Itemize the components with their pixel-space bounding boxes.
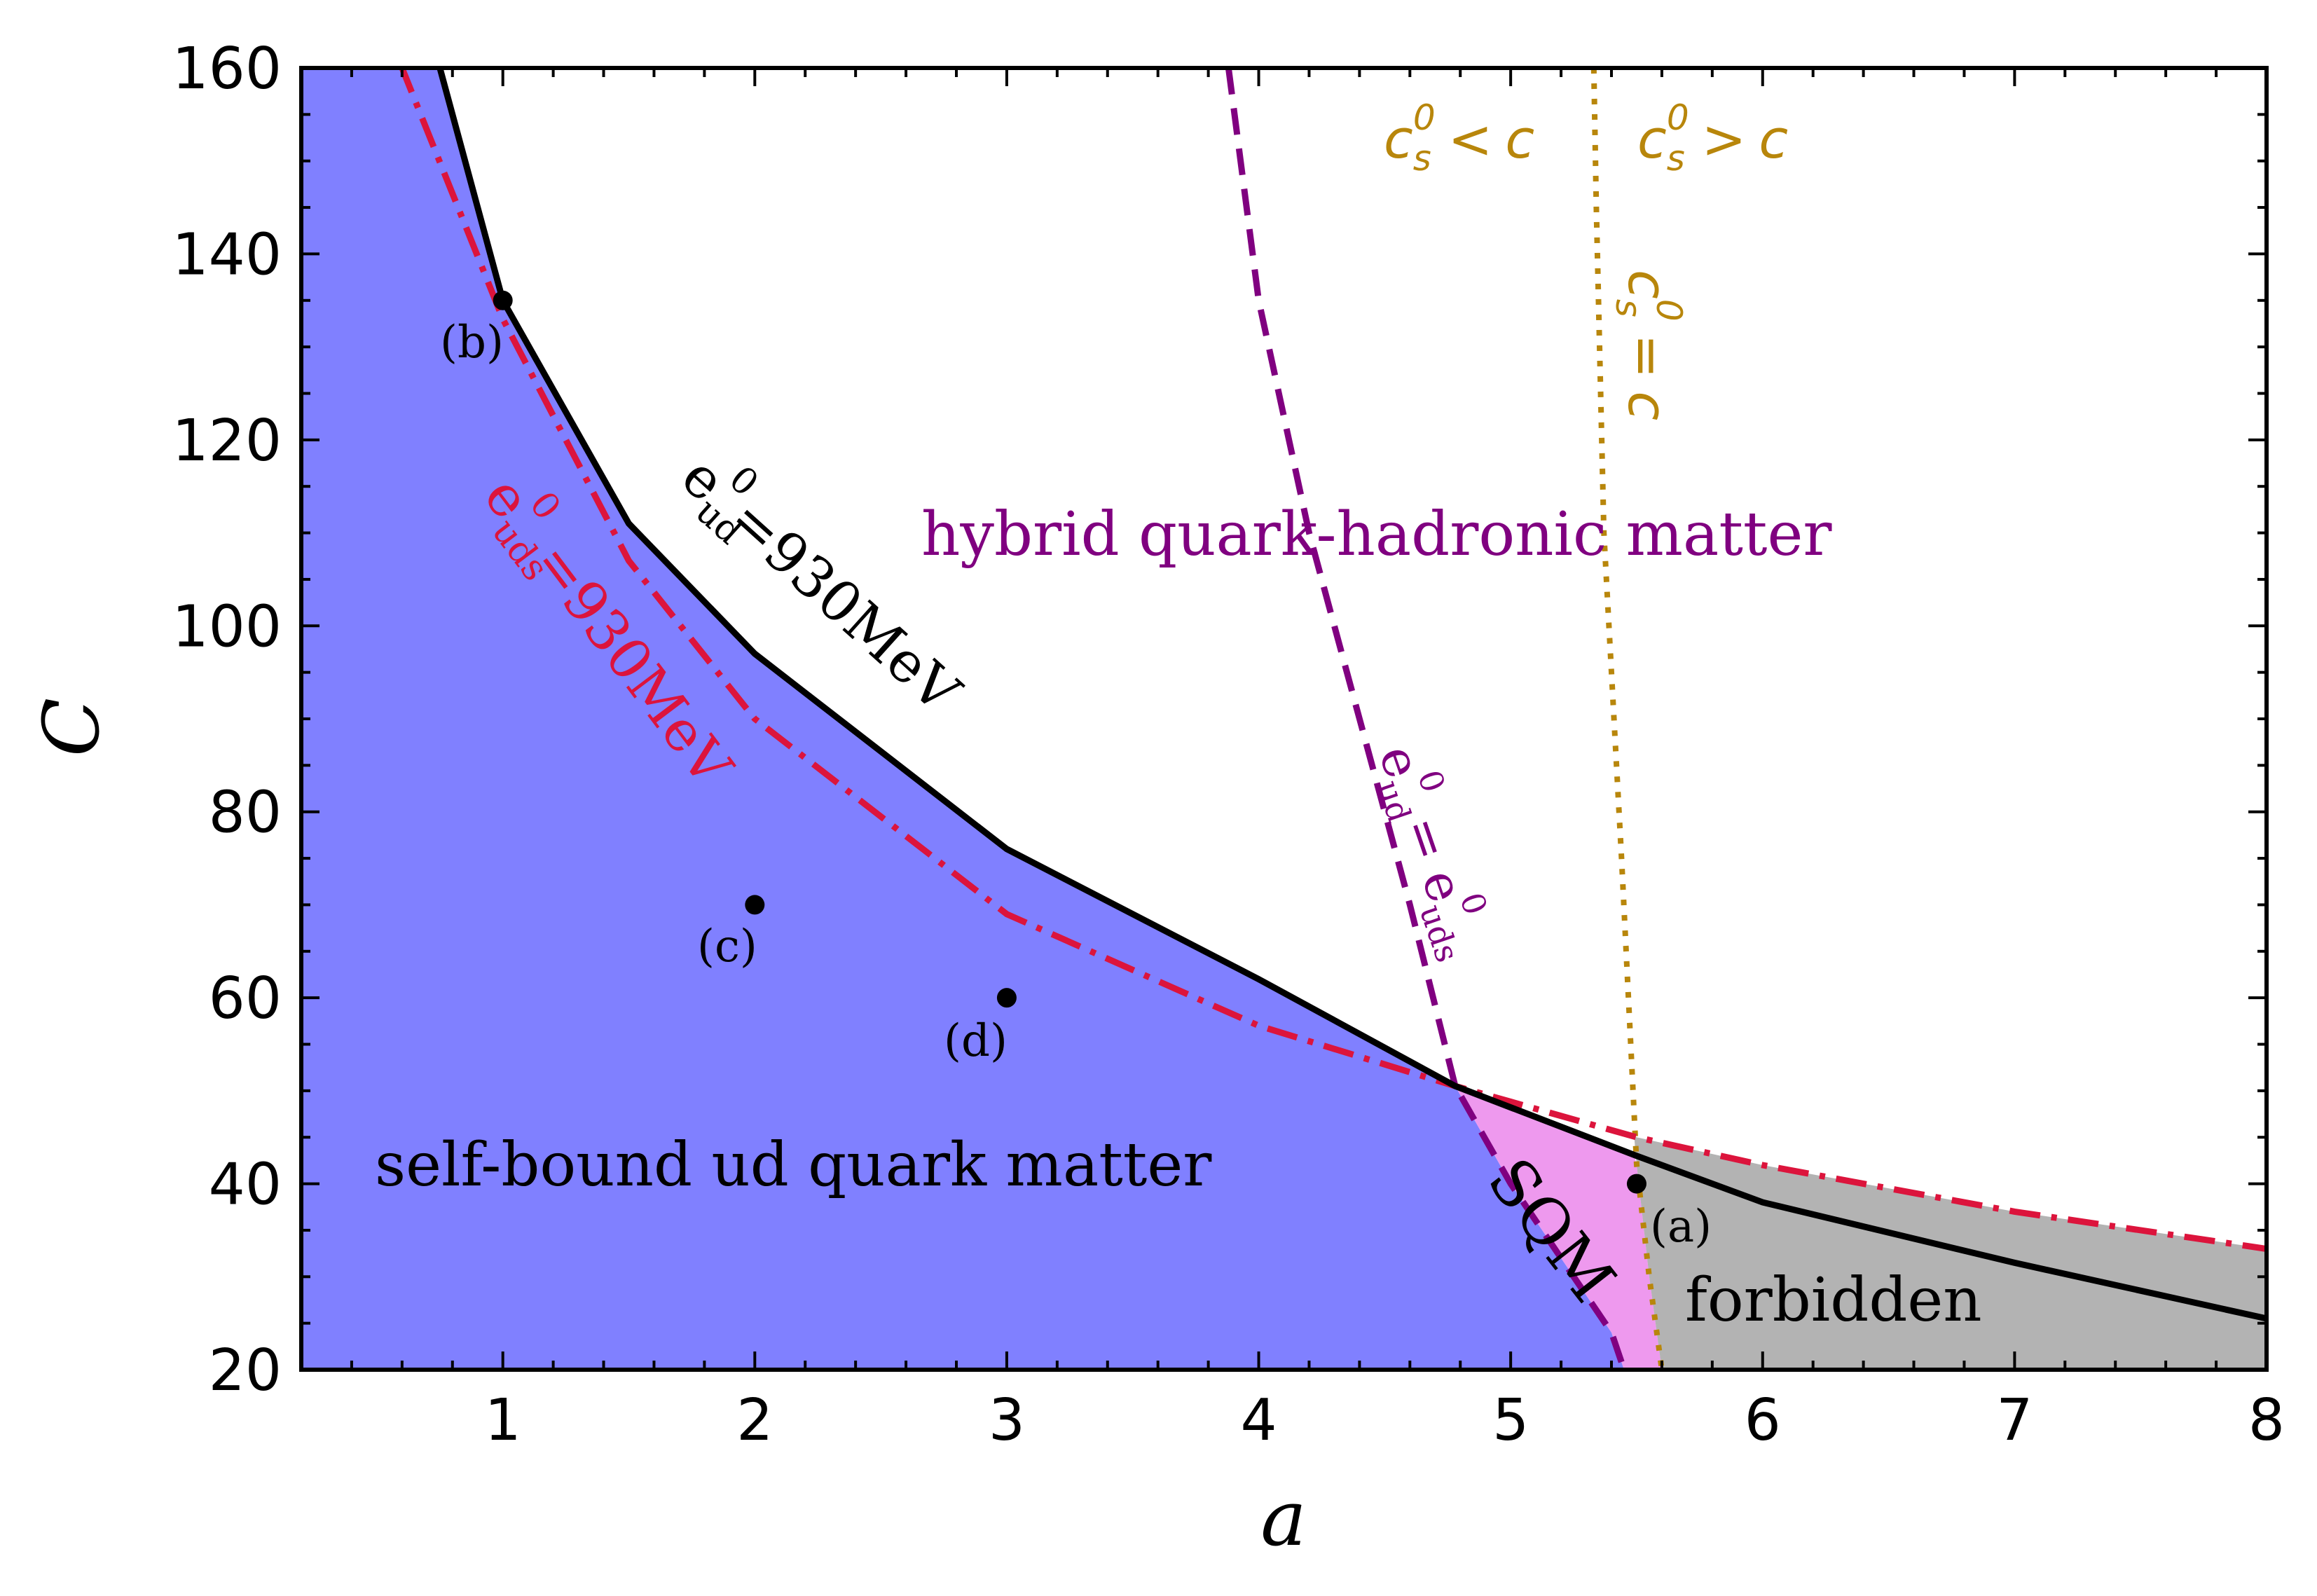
y-tick-label: 80 [209, 780, 282, 846]
y-tick-label: 120 [172, 408, 282, 474]
point-c-label: (c) [697, 921, 757, 972]
sqm-region [1455, 1086, 1662, 1370]
cs-less-label: cs0 < c [1384, 97, 1534, 179]
point-b-label: (b) [440, 317, 504, 369]
x-tick-label: 8 [2248, 1387, 2285, 1454]
x-tick-label: 1 [485, 1387, 521, 1454]
point-b-marker [493, 290, 513, 310]
x-tick-label: 7 [1996, 1387, 2033, 1454]
y-tick-label: 60 [209, 965, 282, 1032]
point-d-marker [996, 988, 1017, 1008]
x-tick-label: 5 [1492, 1387, 1529, 1454]
boundary-label: eud0=euds0 [1360, 734, 1507, 967]
y-tick-label: 140 [172, 221, 282, 288]
svg-text:cs0>c: cs0 > c [1637, 97, 1788, 179]
cs-greater-label: cs0 > c [1637, 97, 1788, 179]
y-tick-label: 20 [209, 1337, 282, 1404]
euds-930-line [398, 68, 2267, 1252]
plot-area [301, 68, 2267, 1370]
point-a-label: (a) [1650, 1201, 1712, 1253]
x-tick-label: 6 [1745, 1387, 1781, 1454]
eud-930-line [436, 68, 2267, 1322]
cs-equals-label: cs0=c [1608, 270, 1689, 420]
x-tick-label: 4 [1240, 1387, 1277, 1454]
x-tick-label: 3 [989, 1387, 1025, 1454]
y-axis-label: C [27, 698, 116, 757]
forbidden-region [1634, 1136, 2267, 1370]
ud-region-label: self-bound ud quark matter [375, 1130, 1212, 1200]
y-tick-label: 160 [172, 36, 282, 102]
forbidden-region-label: forbidden [1685, 1265, 1982, 1335]
plot-frame [299, 66, 2269, 1372]
svg-text:cs0=c: cs0=c [1608, 270, 1689, 420]
svg-text:eud0=euds0: eud0=euds0 [1360, 734, 1507, 967]
y-tick-label: 100 [172, 593, 282, 660]
svg-text:cs0<c: cs0 < c [1384, 97, 1534, 179]
point-c-marker [745, 895, 765, 915]
y-tick-label: 40 [209, 1152, 282, 1218]
x-axis-label: a [1260, 1473, 1307, 1563]
tick-labels: 1 2 3 4 5 6 7 8 20 40 60 80 100 120 140 160 [172, 36, 2285, 1454]
x-tick-label: 2 [736, 1387, 773, 1454]
hybrid-region-label: hybrid quark-hadronic matter [921, 500, 1832, 570]
ud-quark-matter-region [301, 68, 1624, 1370]
point-a-marker [1626, 1174, 1646, 1194]
cs-equals-c-line [1590, 68, 1665, 1370]
eud-equals-euds-line [1225, 68, 1628, 1370]
point-d-label: (d) [944, 1015, 1008, 1067]
